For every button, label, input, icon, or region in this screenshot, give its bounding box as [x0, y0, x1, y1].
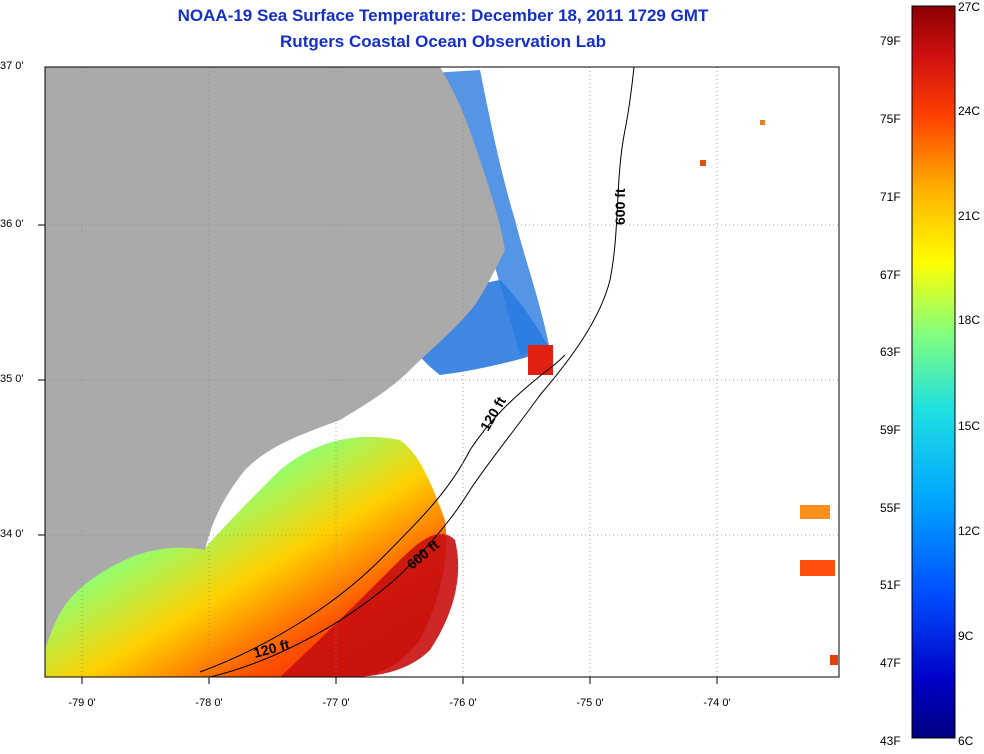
sst-speck: [800, 560, 835, 576]
map-subtitle: Rutgers Coastal Ocean Observation Lab: [280, 32, 606, 51]
lat-label: 35 0': [0, 373, 24, 385]
colorbar-f-label: 51F: [880, 578, 901, 592]
colorbar: [911, 5, 956, 739]
colorbar-f-label: 75F: [880, 112, 901, 126]
axis-ticks: [38, 224, 718, 684]
colorbar-f-label: 59F: [880, 423, 901, 437]
lat-label: 36 0': [0, 218, 24, 230]
colorbar-c-label: 24C: [958, 104, 981, 118]
lon-label: -74 0': [703, 697, 731, 709]
map-title: NOAA-19 Sea Surface Temperature: Decembe…: [177, 6, 709, 25]
contour-120ft: [199, 354, 566, 673]
map-border: [44, 66, 840, 678]
colorbar-c-label: 12C: [958, 524, 981, 538]
lon-label: -75 0': [576, 697, 604, 709]
lon-label: -78 0': [195, 697, 223, 709]
colorbar-c-label: 18C: [958, 313, 981, 327]
contour-600ft: [209, 66, 635, 678]
colorbar-f-label: 55F: [880, 501, 901, 515]
sst-speck: [800, 505, 830, 519]
lon-label: -76 0': [449, 697, 477, 709]
colorbar-c-label: 27C: [958, 0, 981, 14]
sst-speck: [830, 655, 838, 665]
colorbar-c-label: 6C: [958, 734, 974, 748]
colorbar-c-label: 15C: [958, 419, 981, 433]
sst-speck: [700, 160, 706, 166]
lon-label: -79 0': [68, 697, 96, 709]
gulf-stream-warm-patch: [280, 533, 459, 677]
colorbar-f-label: 43F: [880, 734, 901, 748]
colorbar-f-label: 79F: [880, 34, 901, 48]
sst-speck: [528, 345, 553, 375]
colorbar-c-label: 21C: [958, 209, 981, 223]
contour-label-600ft-north: 600 ft: [612, 188, 628, 225]
colorbar-c-label: 9C: [958, 629, 974, 643]
lon-label: -77 0': [322, 697, 350, 709]
colorbar-f-label: 71F: [880, 190, 901, 204]
sst-speck: [760, 120, 765, 125]
graticule: [45, 67, 839, 677]
land-mass: [45, 67, 505, 650]
colorbar-f-label: 47F: [880, 656, 901, 670]
nearshore-cold-water-north: [400, 70, 550, 355]
lat-label: 34 0': [0, 528, 24, 540]
colorbar-f-label: 67F: [880, 268, 901, 282]
lat-label: 37 0': [0, 60, 24, 72]
colorbar-f-label: 63F: [880, 345, 901, 359]
